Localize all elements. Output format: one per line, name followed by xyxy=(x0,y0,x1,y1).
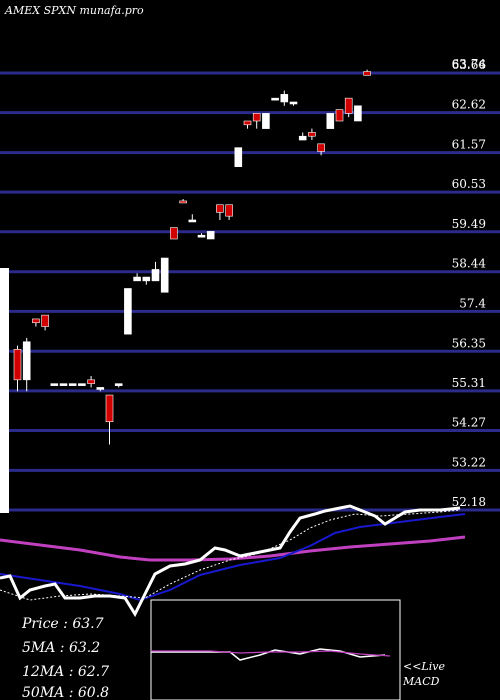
candle xyxy=(335,109,344,122)
candle xyxy=(142,276,151,282)
candle xyxy=(41,314,49,327)
y-tick-label: 63.66 xyxy=(452,58,486,72)
candle xyxy=(179,200,187,204)
candle xyxy=(13,349,22,381)
candle xyxy=(216,204,224,213)
candle xyxy=(354,105,362,122)
ma-short-line xyxy=(0,504,461,618)
candle xyxy=(68,383,77,386)
candle xyxy=(87,379,95,384)
chart-title: AMEX SPXN munafa.pro xyxy=(4,4,144,17)
y-tick-label: 58.44 xyxy=(452,257,487,271)
stat-1: 5MA : 63.2 xyxy=(22,640,100,656)
macd-label-line1: <<Live xyxy=(403,660,445,673)
candle xyxy=(96,387,105,390)
y-tick-label: 60.53 xyxy=(452,177,486,191)
y-tick-label: 59.49 xyxy=(452,217,486,231)
y-tick-labels: 63.66 62.62 61.57 60.53 59.49 58.44 57.4 56.35 5… xyxy=(452,57,487,509)
candle xyxy=(280,94,289,103)
y-tick-label-top: 63.74 xyxy=(452,57,487,71)
stats-block: Price : 63.7 5MA : 63.2 12MA : 62.7 50MA : … xyxy=(21,616,109,700)
candle xyxy=(252,113,261,122)
y-tick-label: 57.4 xyxy=(459,296,486,310)
candle xyxy=(308,132,316,137)
candle xyxy=(105,394,114,422)
ma-long-line xyxy=(0,535,466,562)
candle xyxy=(78,383,86,386)
candle xyxy=(114,383,123,386)
gridlines xyxy=(0,71,500,513)
candle xyxy=(22,341,31,381)
candle xyxy=(289,101,298,105)
candle xyxy=(133,276,141,282)
candle xyxy=(262,113,270,129)
candle xyxy=(225,204,233,217)
candle xyxy=(344,97,353,114)
indicator-panel xyxy=(0,504,466,618)
candle xyxy=(298,135,307,141)
candle xyxy=(124,288,132,335)
y-tick-label: 52.18 xyxy=(452,495,486,509)
stat-3: 50MA : 60.8 xyxy=(22,685,109,700)
left-volume-bar xyxy=(0,268,9,513)
candle xyxy=(271,97,279,101)
candle xyxy=(326,113,335,129)
stat-2: 12MA : 62.7 xyxy=(22,664,109,680)
y-tick-label: 56.35 xyxy=(452,336,486,350)
candle xyxy=(363,71,371,76)
macd-panel: <<Live MACD xyxy=(150,599,445,700)
y-tick-label: 53.22 xyxy=(452,455,486,469)
candle xyxy=(32,318,40,324)
candle xyxy=(188,219,197,223)
candles xyxy=(13,69,371,445)
ma-dotted-line xyxy=(0,509,461,601)
ma-mid-line xyxy=(0,513,466,602)
y-tick-label: 54.27 xyxy=(452,415,486,429)
candle xyxy=(59,383,68,386)
candle xyxy=(197,234,206,238)
candle xyxy=(206,231,215,240)
y-tick-label: 62.62 xyxy=(452,98,486,112)
candle xyxy=(170,227,178,240)
y-tick-label: 55.31 xyxy=(452,376,486,390)
candle xyxy=(317,143,325,152)
candle xyxy=(243,120,252,126)
candle xyxy=(234,147,243,167)
macd-frame xyxy=(150,599,401,700)
stat-0: Price : 63.7 xyxy=(21,616,104,632)
candle xyxy=(50,383,59,386)
macd-label-line2: MACD xyxy=(402,675,440,688)
candle xyxy=(151,269,160,282)
candle xyxy=(160,257,169,293)
macd-signal-line xyxy=(151,650,391,657)
y-tick-label: 61.57 xyxy=(452,138,486,152)
